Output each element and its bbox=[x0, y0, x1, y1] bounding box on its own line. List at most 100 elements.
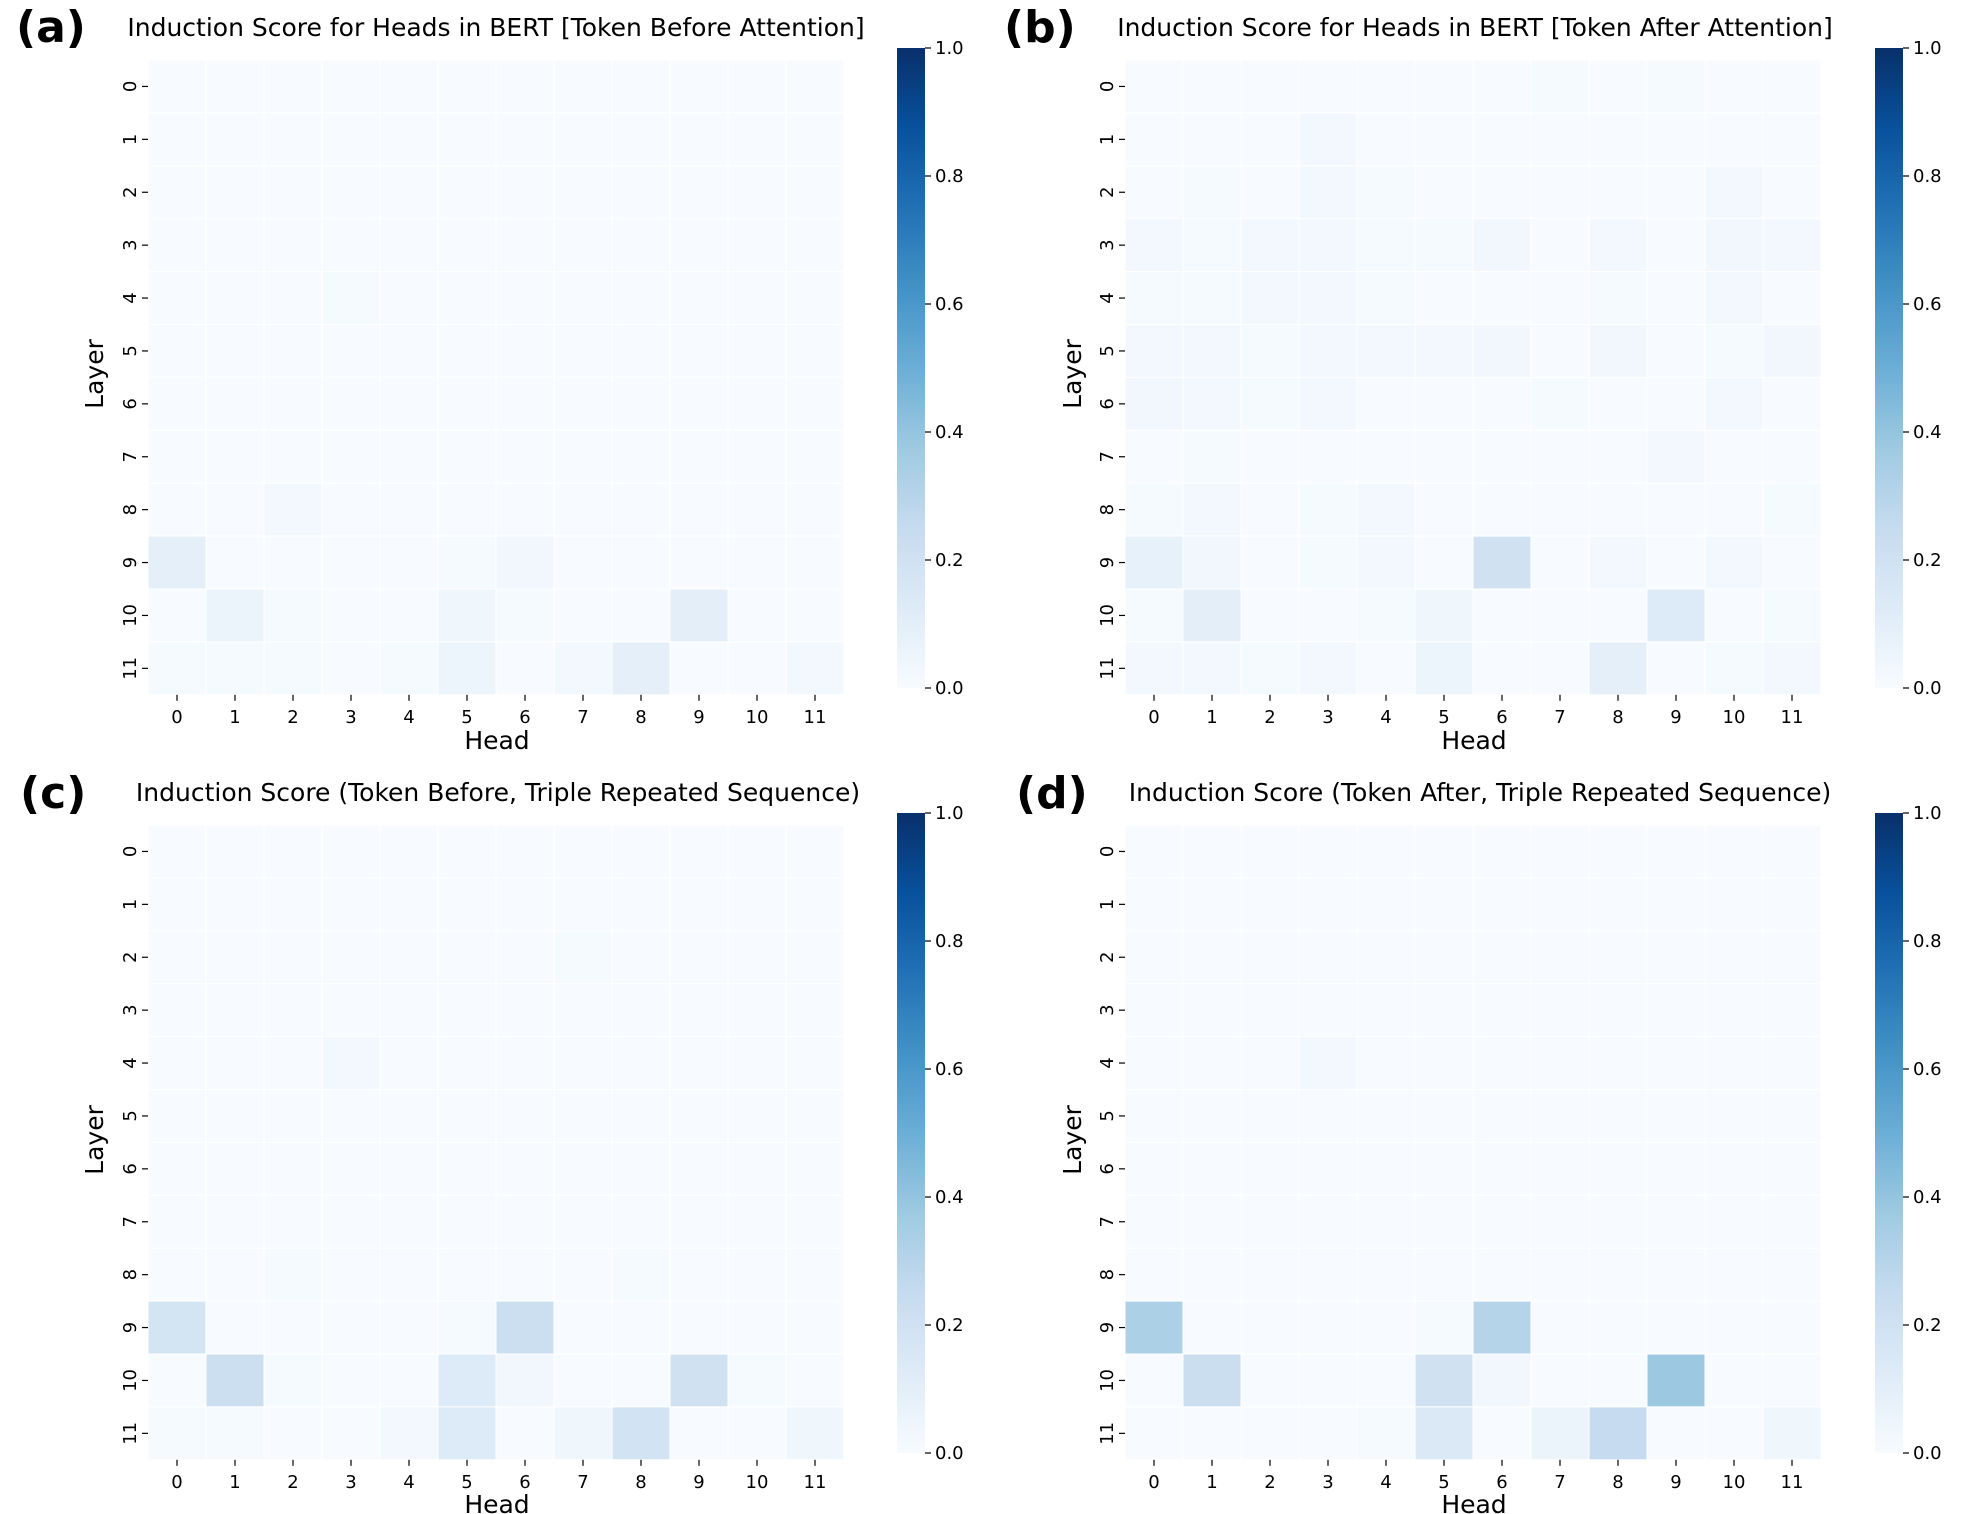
heatmap-cell bbox=[1472, 165, 1532, 220]
heatmap-cell bbox=[437, 112, 497, 167]
y-axis-label: Layer bbox=[1058, 338, 1087, 408]
heatmap-cell bbox=[1298, 535, 1358, 590]
heatmap-cell bbox=[1704, 1406, 1764, 1461]
heatmap-cell bbox=[1704, 1089, 1764, 1143]
x-tick-label: 7 bbox=[1554, 707, 1565, 728]
heatmap-cell bbox=[437, 877, 497, 932]
x-tick-label: 9 bbox=[1670, 707, 1681, 728]
x-tick-label: 8 bbox=[635, 1472, 646, 1493]
heatmap-cell bbox=[785, 877, 845, 932]
heatmap-cell bbox=[379, 165, 439, 220]
heatmap-cell bbox=[1298, 641, 1358, 696]
heatmap-cell bbox=[205, 1247, 265, 1302]
heatmap-cell bbox=[263, 641, 323, 696]
heatmap-cell bbox=[1182, 641, 1242, 696]
x-tick-label: 3 bbox=[1322, 1472, 1333, 1493]
heatmap-cell bbox=[1704, 1194, 1764, 1249]
heatmap-cell bbox=[1124, 1036, 1184, 1090]
heatmap-cell bbox=[1298, 1089, 1358, 1143]
heatmap-cell bbox=[1588, 1036, 1648, 1090]
heatmap-cell bbox=[495, 877, 555, 932]
heatmap-cell bbox=[785, 1141, 845, 1196]
heatmap-cell bbox=[1182, 271, 1242, 326]
heatmap-cell bbox=[147, 535, 207, 590]
y-tick-label: 11 bbox=[120, 657, 141, 680]
heatmap-cell bbox=[1356, 218, 1416, 273]
y-tick-label: 10 bbox=[1097, 604, 1118, 627]
heatmap-cell bbox=[1240, 877, 1300, 932]
heatmap-cell bbox=[1530, 1194, 1590, 1249]
heatmap-cell bbox=[1356, 482, 1416, 537]
heatmap-cell bbox=[553, 824, 613, 879]
x-tick-label: 10 bbox=[1723, 1472, 1746, 1493]
heatmap-cell bbox=[1298, 429, 1358, 484]
x-tick-label: 8 bbox=[635, 707, 646, 728]
heatmap-cell bbox=[379, 824, 439, 879]
x-tick-label: 1 bbox=[1206, 707, 1217, 728]
heatmap-cell bbox=[1240, 165, 1300, 220]
heatmap-cell bbox=[1182, 1406, 1242, 1461]
heatmap-cell bbox=[205, 877, 265, 932]
heatmap-cell bbox=[437, 1247, 497, 1302]
heatmap-cell bbox=[205, 641, 265, 696]
heatmap-cell bbox=[553, 376, 613, 431]
x-tick-label: 6 bbox=[519, 1472, 530, 1493]
heatmap-cell bbox=[1472, 376, 1532, 431]
y-tick-label: 6 bbox=[1097, 1163, 1118, 1174]
heatmap-cell bbox=[1704, 324, 1764, 378]
heatmap-cell bbox=[1530, 588, 1590, 643]
heatmap-cell bbox=[669, 983, 729, 1038]
heatmap-cell bbox=[1646, 1300, 1706, 1355]
heatmap-cell bbox=[379, 1194, 439, 1249]
heatmap-cell bbox=[727, 112, 787, 167]
y-axis-label: Layer bbox=[80, 1104, 109, 1174]
heatmap-cell bbox=[437, 1141, 497, 1196]
heatmap-cell bbox=[553, 1300, 613, 1355]
y-tick-label: 9 bbox=[120, 1322, 141, 1333]
heatmap-cell bbox=[1588, 1089, 1648, 1143]
heatmap-cell bbox=[1588, 324, 1648, 378]
panel-label: (a) bbox=[16, 2, 86, 53]
heatmap-cell bbox=[205, 165, 265, 220]
heatmap-cell bbox=[785, 1247, 845, 1302]
heatmap-cell bbox=[1240, 983, 1300, 1038]
heatmap-cell bbox=[1646, 482, 1706, 537]
y-tick-label: 2 bbox=[120, 187, 141, 198]
heatmap-cell bbox=[1762, 482, 1822, 537]
x-tick-label: 6 bbox=[519, 707, 530, 728]
heatmap-cell bbox=[785, 930, 845, 985]
heatmap-cell bbox=[1124, 877, 1184, 932]
heatmap-cell bbox=[495, 482, 555, 537]
heatmap-cell bbox=[321, 983, 381, 1038]
heatmap-cell bbox=[1588, 218, 1648, 273]
heatmap-cell bbox=[1646, 877, 1706, 932]
heatmap-cell bbox=[1182, 324, 1242, 378]
heatmap-cell bbox=[1588, 1247, 1648, 1302]
heatmap-cell bbox=[669, 930, 729, 985]
x-axis-label: Head bbox=[464, 1490, 529, 1514]
heatmap-cell bbox=[727, 1141, 787, 1196]
heatmap-cell bbox=[1414, 983, 1474, 1038]
heatmap-cell bbox=[1704, 1300, 1764, 1355]
y-tick-label: 10 bbox=[1097, 1369, 1118, 1392]
colorbar-tick-label: 0.8 bbox=[935, 931, 964, 952]
heatmap-cell bbox=[1704, 588, 1764, 643]
heatmap-cell bbox=[321, 271, 381, 326]
colorbar-gradient bbox=[1875, 48, 1903, 688]
heatmap-cell bbox=[1762, 59, 1822, 114]
heatmap-cell bbox=[1762, 1300, 1822, 1355]
heatmap-cell bbox=[495, 1089, 555, 1143]
heatmap-cell bbox=[205, 588, 265, 643]
heatmap-cell bbox=[669, 376, 729, 431]
y-axis-label: Layer bbox=[1058, 1104, 1087, 1174]
heatmap-cell bbox=[1124, 535, 1184, 590]
heatmap-cell bbox=[727, 1406, 787, 1461]
heatmap-cell bbox=[1414, 59, 1474, 114]
x-tick-label: 8 bbox=[1612, 707, 1623, 728]
heatmap-cell bbox=[1762, 1247, 1822, 1302]
heatmap-cell bbox=[147, 1406, 207, 1461]
heatmap-cell bbox=[669, 1247, 729, 1302]
heatmap-cell bbox=[321, 218, 381, 273]
heatmap-cell bbox=[437, 1353, 497, 1408]
heatmap-cell bbox=[1182, 482, 1242, 537]
